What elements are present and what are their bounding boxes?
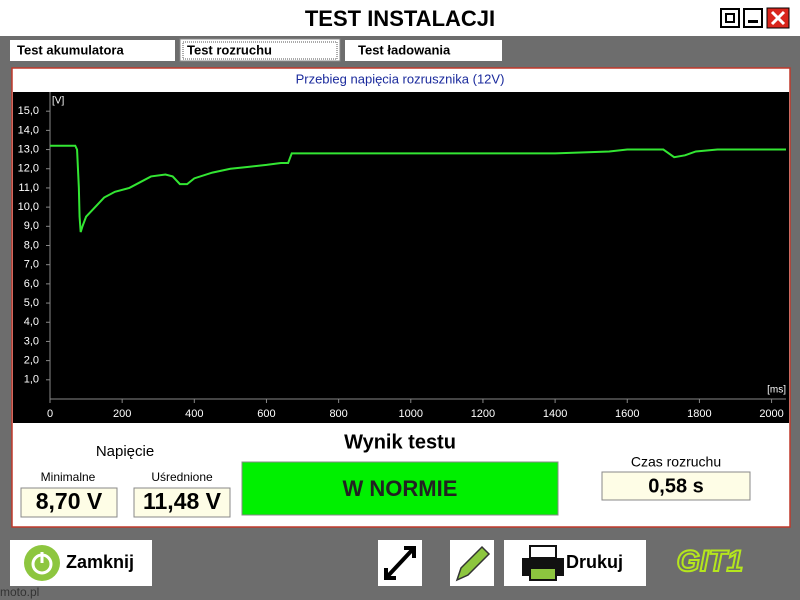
y-unit: [V] xyxy=(52,96,64,107)
result-value: W NORMIE xyxy=(343,476,458,501)
y-tick-label: 14,0 xyxy=(18,124,39,136)
maximize-button[interactable] xyxy=(720,8,740,28)
chart-title: Przebieg napięcia rozrusznika (12V) xyxy=(296,71,505,86)
y-tick-label: 13,0 xyxy=(18,143,39,155)
y-tick-label: 2,0 xyxy=(24,355,39,367)
tab[interactable] xyxy=(345,40,502,61)
voltage-line xyxy=(50,144,786,233)
minimize-icon xyxy=(748,20,758,23)
y-tick-label: 5,0 xyxy=(24,297,39,309)
y-tick-label: 9,0 xyxy=(24,220,39,232)
tab-bar: Test akumulatora Test rozruchu Test łado… xyxy=(10,38,502,62)
min-label: Minimalne xyxy=(41,470,96,484)
tab-label: Test akumulatora xyxy=(17,42,124,57)
x-unit: [ms] xyxy=(767,385,786,396)
x-tick-label: 800 xyxy=(329,408,347,420)
avg-label: Uśrednione xyxy=(151,470,213,484)
printer-tray xyxy=(529,567,557,581)
y-tick-label: 11,0 xyxy=(18,182,39,194)
title-bar xyxy=(0,0,800,36)
x-tick-label: 1800 xyxy=(687,408,711,420)
printer-paper xyxy=(529,545,557,559)
close-label: Zamknij xyxy=(66,552,134,572)
x-tick-label: 1200 xyxy=(471,408,495,420)
tab-label: Test ładowania xyxy=(358,42,451,57)
y-tick-label: 7,0 xyxy=(24,259,39,271)
x-tick-label: 2000 xyxy=(759,408,783,420)
y-tick-label: 4,0 xyxy=(24,316,39,328)
expand-icon xyxy=(384,546,416,580)
logo: GIT1 xyxy=(677,545,744,578)
y-tick-label: 10,0 xyxy=(18,201,39,213)
result-box xyxy=(241,461,559,516)
x-tick-label: 1400 xyxy=(543,408,567,420)
x-tick-label: 400 xyxy=(185,408,203,420)
tab[interactable] xyxy=(10,40,175,61)
plot-background xyxy=(13,92,789,423)
time-box xyxy=(601,471,751,501)
avg-value: 11,48 V xyxy=(143,488,222,514)
maximize-icon xyxy=(725,13,735,23)
plot: [V] [ms] 1,0 2,0 3,0 4,0 5,0 6,0 7,0 8,0 9,0 10,0… xyxy=(18,92,786,420)
print-label: Drukuj xyxy=(566,552,623,572)
y-tick-label: 8,0 xyxy=(24,239,39,251)
minimize-button[interactable] xyxy=(743,8,763,28)
time-label: Czas rozruchu xyxy=(631,454,721,470)
x-tick-label: 200 xyxy=(113,408,131,420)
y-tick-label: 6,0 xyxy=(24,278,39,290)
x-tick-label: 0 xyxy=(47,408,53,420)
voltage-title: Napięcie xyxy=(96,443,154,460)
tab-focus xyxy=(182,41,338,60)
tab-active[interactable] xyxy=(179,38,341,62)
min-box xyxy=(20,487,118,518)
toolbar: Zamknij Drukuj GIT1 moto.pl xyxy=(0,540,744,599)
pencil-icon xyxy=(455,545,491,582)
min-value: 8,70 V xyxy=(36,488,103,514)
y-tick-label: 1,0 xyxy=(24,374,39,386)
result-title: Wynik testu xyxy=(344,431,456,453)
y-tick-label: 3,0 xyxy=(24,335,39,347)
y-tick-label: 12,0 xyxy=(18,163,39,175)
x-tick-label: 600 xyxy=(257,408,275,420)
window-title: TEST INSTALACJI xyxy=(305,6,495,31)
window-controls xyxy=(720,7,790,29)
results-panel: Napięcie Minimalne Uśrednione 8,70 V 11,… xyxy=(20,431,751,518)
x-tick-label: 1600 xyxy=(615,408,639,420)
x-tick-label: 1000 xyxy=(399,408,423,420)
avg-box xyxy=(133,487,231,518)
close-icon xyxy=(770,10,786,26)
tab-label: Test rozruchu xyxy=(187,42,272,57)
y-tick-label: 15,0 xyxy=(18,105,39,117)
time-value: 0,58 s xyxy=(648,475,704,497)
watermark: moto.pl xyxy=(0,585,39,599)
